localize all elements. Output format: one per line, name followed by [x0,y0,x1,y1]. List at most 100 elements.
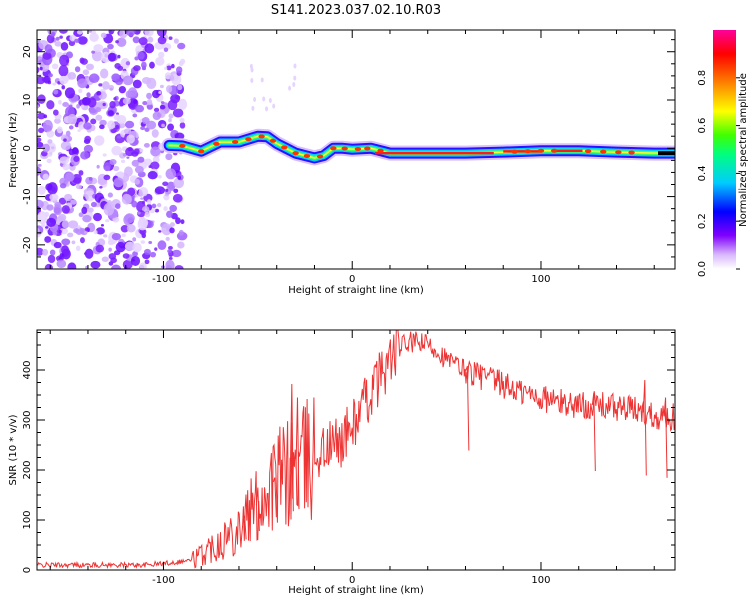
noise-blob [140,240,146,244]
noise-blob [81,96,91,106]
noise-blob [102,153,107,157]
noise-blob [53,109,59,116]
snr-spike [272,477,277,518]
snr-ytick-label: 100 [22,510,33,529]
colorbar-tick-label: 0.6 [697,118,708,134]
noise-blob [126,134,135,144]
noise-blob [79,227,85,234]
noise-blob [123,128,132,135]
spectrogram-xtick-label: 100 [531,274,550,285]
noise-blob [179,122,186,129]
noise-blob [84,227,90,232]
noise-blob [93,212,102,222]
noise-blob [101,81,110,90]
noise-blob [94,135,105,146]
noise-blob [168,36,173,41]
noise-blob [73,228,79,234]
noise-blob [132,242,142,253]
noise-blob [121,233,126,238]
noise-blob [158,230,162,233]
noise-blob [154,247,158,251]
noise-blob [148,240,153,245]
noise-blob [46,217,57,227]
noise-blob [292,82,296,88]
noise-blob [107,52,117,62]
noise-blob [179,117,185,123]
noise-blob [176,66,183,74]
noise-blob [102,102,106,107]
noise-blob [150,161,160,170]
noise-blob [288,85,292,91]
noise-blob [152,89,160,99]
noise-blob [43,114,48,119]
noise-blob [37,112,46,120]
track-hotspot [330,146,337,151]
noise-blob [99,185,103,189]
noise-blob [51,186,56,192]
spectrogram-xtick-label: -100 [152,274,175,285]
noise-blob [148,165,152,169]
noise-blob [168,257,173,260]
noise-blob [37,76,46,85]
noise-blob [158,175,162,179]
noise-blob [64,193,73,202]
track-hotspot [354,146,362,151]
noise-blob [160,101,165,104]
snr-spike [465,365,470,451]
colorbar-tick-label: 0.4 [697,165,708,181]
noise-blob [63,138,67,142]
noise-blob [167,123,174,131]
noise-blob [42,173,49,180]
noise-blob [44,263,53,269]
noise-blob [110,257,117,264]
noise-blob [84,248,94,259]
track-hotspot [179,143,186,148]
noise-blob [37,94,46,104]
noise-blob [70,199,77,205]
noise-blob [37,163,42,167]
noise-blob [167,99,178,111]
noise-blob [61,238,71,246]
noise-blob [78,170,84,176]
snr-series [37,330,675,570]
noise-blob [140,197,144,200]
noise-blob [76,103,81,109]
noise-blob [80,237,85,244]
noise-blob [95,107,102,113]
track-hotspot [364,146,371,151]
noise-blob [58,229,62,234]
noise-blob [117,135,122,139]
noise-blob [177,175,182,180]
noise-blob [166,85,173,93]
noise-blob [77,129,81,132]
noise-blob [139,148,144,153]
noise-blob [62,163,70,171]
signal-track [161,128,675,166]
noise-blob [84,135,92,143]
noise-blob [103,174,111,181]
noise-blob [108,247,112,252]
noise-blob [78,88,83,94]
noise-blob [46,100,55,110]
noise-blob [109,158,117,165]
noise-blob [132,251,138,257]
noise-blob [74,66,81,73]
track-hotspot [615,150,622,155]
snr-spike [289,383,294,512]
noise-blob [293,63,297,69]
noise-blob [125,90,133,99]
noise-blob [144,43,155,54]
noise-blob [59,35,63,39]
noise-blob [51,63,59,70]
noise-blob [144,211,151,218]
noise-blob [67,220,79,229]
noise-blob [37,127,45,134]
noise-blob [146,199,152,205]
noise-blob [141,117,150,125]
noise-blob [45,226,49,229]
noise-blob [58,30,68,34]
noise-blob [85,190,95,202]
noise-blob [100,223,105,227]
noise-blob [54,118,61,124]
